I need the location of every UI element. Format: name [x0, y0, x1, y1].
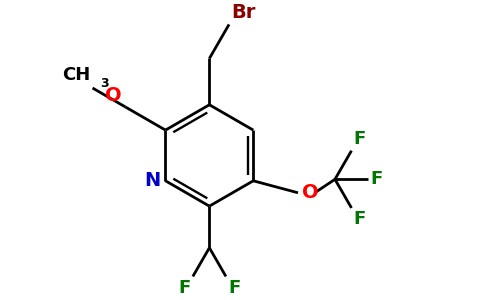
Text: F: F: [354, 130, 366, 148]
Text: F: F: [370, 170, 382, 188]
Text: F: F: [228, 279, 241, 297]
Text: O: O: [302, 183, 318, 202]
Text: N: N: [144, 171, 160, 190]
Text: O: O: [105, 86, 122, 105]
Text: CH: CH: [62, 67, 91, 85]
Text: F: F: [179, 279, 191, 297]
Text: 3: 3: [101, 77, 109, 90]
Text: F: F: [354, 210, 366, 228]
Text: Br: Br: [231, 3, 256, 22]
